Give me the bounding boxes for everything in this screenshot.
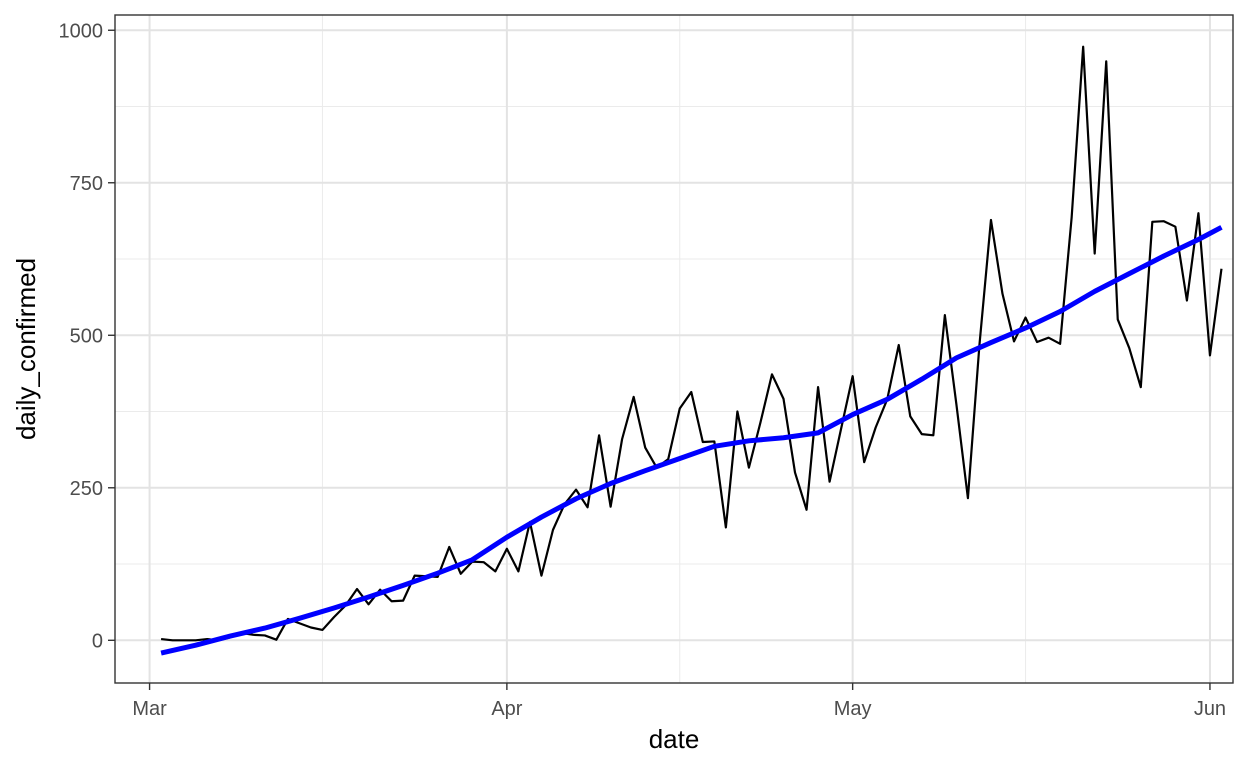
y-axis: 0 250 500 750 1000 xyxy=(59,20,115,652)
y-tick-label: 500 xyxy=(70,325,103,347)
plot-border xyxy=(114,14,1234,684)
smooth-trend-line xyxy=(160,225,1223,656)
x-tick-label: Apr xyxy=(491,698,522,720)
plot-background xyxy=(115,15,1233,683)
x-tick-label: Jun xyxy=(1194,698,1226,720)
y-tick-label: 750 xyxy=(70,173,103,195)
x-tick-label: May xyxy=(834,698,872,720)
y-tick-label: 0 xyxy=(92,630,103,652)
x-tick-label: Mar xyxy=(132,698,167,720)
x-axis-title: date xyxy=(649,724,700,754)
y-tick-label: 250 xyxy=(70,478,103,500)
series-layer xyxy=(160,45,1223,656)
x-axis: Mar Apr May Jun xyxy=(132,683,1226,720)
grid-major xyxy=(115,15,1233,683)
grid-minor xyxy=(115,15,1233,683)
y-axis-title: daily_confirmed xyxy=(11,258,41,440)
y-tick-label: 1000 xyxy=(59,20,104,42)
daily-confirmed-line xyxy=(160,45,1223,642)
